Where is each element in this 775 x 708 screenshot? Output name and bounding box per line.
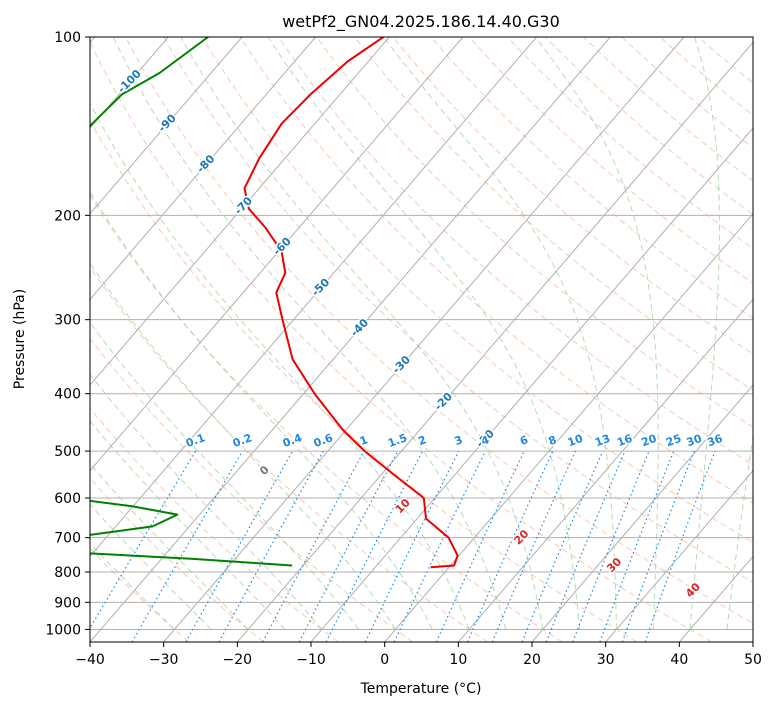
y-axis-label: Pressure (hPa) bbox=[12, 289, 28, 389]
isotherm bbox=[310, 127, 753, 642]
moist-adiabat bbox=[267, 37, 581, 630]
y-tick-label: 900 bbox=[54, 595, 81, 611]
mixing-ratio-line bbox=[185, 450, 294, 642]
y-tick-label: 700 bbox=[54, 531, 81, 547]
dry-adiabat bbox=[277, 37, 753, 466]
moist-adiabat bbox=[90, 420, 286, 630]
dry-adiabat bbox=[201, 37, 753, 543]
dry-adiabat bbox=[354, 37, 753, 391]
dry-adiabat bbox=[90, 477, 264, 642]
dry-adiabat bbox=[621, 37, 753, 149]
moist-adiabat bbox=[90, 373, 323, 630]
dry-adiabat bbox=[430, 37, 753, 319]
chart-title: wetPf2_GN04.2025.186.14.40.G30 bbox=[282, 12, 560, 32]
pressure-gridlines bbox=[90, 37, 753, 630]
mixing-ratio-line bbox=[393, 450, 486, 642]
x-tick-label: −20 bbox=[223, 652, 253, 668]
isotherm bbox=[90, 37, 243, 215]
y-tick-label: 400 bbox=[54, 387, 81, 403]
y-tick-label: 600 bbox=[54, 491, 81, 507]
isotherm bbox=[90, 37, 464, 472]
x-tick-label: −30 bbox=[149, 652, 179, 668]
moist-adiabat bbox=[180, 37, 544, 630]
y-axis-ticks: 100 200 300 400 500 600 700 800 900 1000 bbox=[45, 30, 90, 638]
dry-adiabat bbox=[90, 337, 414, 642]
dry-adiabat bbox=[163, 37, 753, 583]
mixing-ratio-line bbox=[131, 450, 244, 642]
mixing-ratio-line bbox=[491, 450, 576, 642]
mixing-ratio-line bbox=[572, 450, 650, 642]
moist-adiabat bbox=[90, 262, 396, 630]
x-tick-label: 0 bbox=[380, 652, 389, 668]
x-axis-label: Temperature (°C) bbox=[360, 681, 482, 697]
moist-adiabat bbox=[726, 433, 753, 630]
x-tick-label: 30 bbox=[597, 652, 615, 668]
isotherm bbox=[457, 298, 753, 642]
sounding-series bbox=[90, 37, 459, 569]
dry-adiabat bbox=[90, 119, 638, 642]
isotherm bbox=[163, 37, 685, 642]
isotherm bbox=[384, 212, 753, 642]
x-tick-label: 20 bbox=[523, 652, 541, 668]
x-tick-label: 40 bbox=[670, 652, 688, 668]
plot-frame bbox=[89, 36, 754, 643]
dewpoint-profile bbox=[90, 37, 293, 567]
y-tick-label: 500 bbox=[54, 444, 81, 460]
x-tick-label: 50 bbox=[744, 652, 762, 668]
dry-adiabat bbox=[507, 37, 753, 250]
dry-adiabat bbox=[545, 37, 753, 216]
moist-adiabat bbox=[689, 37, 720, 630]
moist-adiabat bbox=[90, 102, 470, 630]
y-tick-label: 800 bbox=[54, 565, 81, 581]
moist-adiabat bbox=[90, 321, 360, 630]
x-axis-ticks: −40 −30 −20 −10 0 10 20 30 40 50 bbox=[75, 642, 762, 668]
isotherm bbox=[90, 37, 317, 301]
dry-adiabat bbox=[316, 37, 753, 428]
y-tick-label: 100 bbox=[54, 30, 81, 46]
isotherm bbox=[90, 37, 390, 386]
mixing-ratio-line bbox=[466, 450, 554, 642]
temperature-profile bbox=[243, 37, 459, 569]
isotherms bbox=[90, 37, 753, 642]
dry-adiabat bbox=[583, 37, 753, 182]
mixing-ratio-line bbox=[435, 450, 525, 642]
isotherm bbox=[752, 641, 753, 642]
dry-adiabat bbox=[125, 37, 753, 624]
mixing-ratio-line bbox=[90, 450, 197, 630]
isotherm bbox=[236, 41, 753, 642]
y-tick-label: 1000 bbox=[45, 622, 81, 638]
moist-adiabat bbox=[90, 463, 249, 630]
x-tick-label: 10 bbox=[449, 652, 467, 668]
x-tick-label: −10 bbox=[296, 652, 326, 668]
dry-adiabat bbox=[90, 40, 712, 642]
moist-adiabats bbox=[90, 37, 753, 630]
y-tick-label: 300 bbox=[54, 313, 81, 329]
x-tick-label: −40 bbox=[75, 652, 105, 668]
mixing-ratio-line bbox=[545, 450, 626, 642]
moist-adiabat bbox=[535, 37, 659, 630]
isotherm bbox=[605, 469, 753, 642]
dry-adiabat bbox=[392, 37, 753, 355]
plot-background bbox=[90, 37, 753, 642]
y-tick-label: 200 bbox=[54, 208, 81, 224]
moist-adiabat bbox=[112, 37, 507, 630]
mixing-ratio-line bbox=[218, 450, 324, 642]
mixing-ratio-lines bbox=[90, 450, 716, 642]
isotherm bbox=[90, 37, 611, 642]
moist-adiabat bbox=[383, 37, 617, 630]
mixing-ratio-line bbox=[364, 450, 460, 642]
isotherm bbox=[531, 384, 753, 642]
isotherm bbox=[90, 37, 538, 558]
